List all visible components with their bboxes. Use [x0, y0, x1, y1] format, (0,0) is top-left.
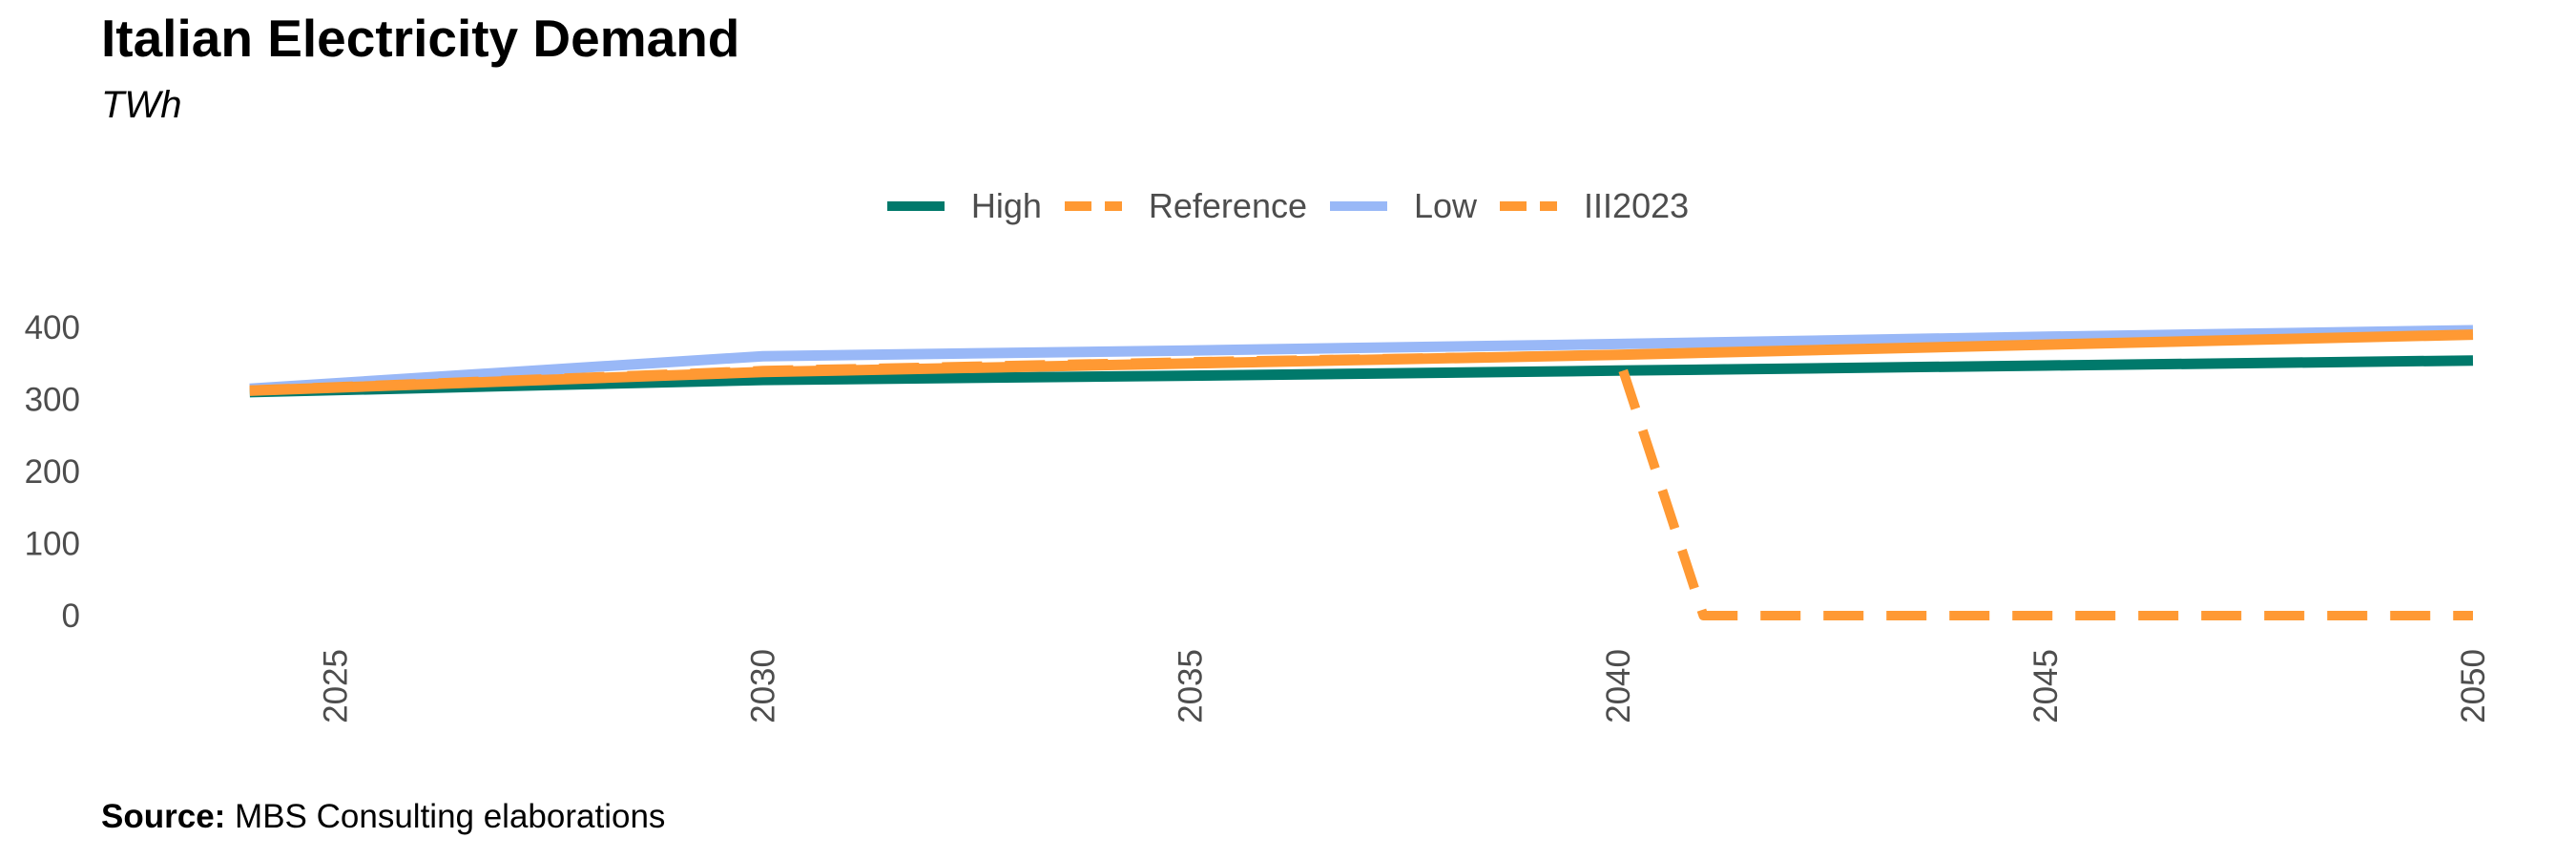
x-tick-label: 2045 [2027, 649, 2065, 723]
series-layer [249, 325, 2474, 620]
source-label: Source: [101, 798, 226, 835]
legend-key-swatch [1064, 201, 1122, 211]
y-tick-label: 100 [25, 526, 80, 563]
chart-subtitle: TWh [101, 84, 182, 126]
x-tick-label: 2040 [1600, 649, 1637, 723]
chart-title: Italian Electricity Demand [101, 9, 740, 68]
source-note: Source: MBS Consulting elaborations [101, 798, 665, 836]
legend-label: Reference [1148, 186, 1307, 225]
y-tick-label: 300 [25, 382, 80, 419]
legend-key-swatch [886, 201, 945, 211]
legend-item: High [886, 186, 1042, 226]
legend-label: Low [1414, 186, 1478, 225]
x-tick-label: 2050 [2455, 649, 2492, 723]
y-tick-label: 400 [25, 309, 80, 346]
y-axis: 0 100 200 300 400 [25, 309, 80, 635]
y-tick-label: 200 [25, 453, 80, 491]
x-tick-label: 2030 [745, 649, 782, 723]
source-text: MBS Consulting elaborations [235, 798, 666, 835]
x-axis: 2025 2030 2035 2040 2045 2050 [317, 649, 2492, 723]
y-tick-label: 0 [62, 597, 80, 635]
legend-item: Low [1330, 186, 1477, 226]
series-line-iii2023 [249, 349, 2473, 620]
legend-label: III2023 [1584, 186, 1690, 225]
legend-label: High [970, 186, 1042, 225]
legend-item: III2023 [1500, 186, 1689, 226]
legend-item: Reference [1064, 186, 1307, 226]
x-tick-label: 2035 [1173, 649, 1210, 723]
series-line-low [249, 325, 2474, 394]
legend-key-swatch [1500, 201, 1558, 211]
series-line-high [249, 355, 2474, 398]
legend-key-swatch [1330, 201, 1387, 211]
chart-legend: High Reference Low III2023 [0, 186, 2576, 226]
x-tick-label: 2025 [317, 649, 354, 723]
